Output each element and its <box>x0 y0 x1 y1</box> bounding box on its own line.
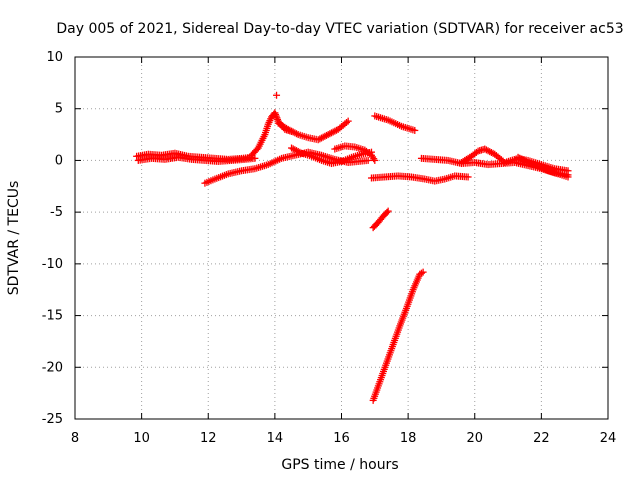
x-tick-label: 16 <box>333 431 350 446</box>
plot-frame <box>74 56 609 420</box>
y-tick-label: -15 <box>42 309 63 324</box>
y-tick-labels: 10 5 0 -5 -10 -15 -20 -25 <box>42 50 63 427</box>
y-tick-label: 10 <box>46 50 63 65</box>
data-point <box>271 109 279 117</box>
data-points <box>133 91 572 404</box>
y-tick-label: -10 <box>42 257 63 272</box>
data-point <box>384 207 392 215</box>
data-point <box>564 167 572 175</box>
x-tick-label: 24 <box>600 431 617 446</box>
data-point <box>364 156 372 164</box>
data-point <box>344 117 352 125</box>
y-tick-label: 0 <box>55 153 63 168</box>
y-tick-label: -25 <box>42 412 63 427</box>
data-point <box>342 119 350 127</box>
axis-ticks <box>74 56 609 420</box>
chart-title: Day 005 of 2021, Sidereal Day-to-day VTE… <box>56 21 623 37</box>
data-point <box>411 126 419 134</box>
data-point <box>296 148 304 156</box>
x-tick-label: 22 <box>533 431 550 446</box>
data-point <box>273 114 281 122</box>
data-point <box>564 173 572 181</box>
y-tick-label: 5 <box>55 102 63 117</box>
gridlines <box>75 57 608 419</box>
x-tick-label: 8 <box>71 431 79 446</box>
data-point <box>272 111 280 119</box>
data-point <box>464 173 472 181</box>
data-point <box>383 208 391 216</box>
x-tick-label: 14 <box>267 431 284 446</box>
x-axis-title: GPS time / hours <box>281 457 398 473</box>
data-point <box>293 130 301 138</box>
data-point <box>419 268 427 276</box>
x-tick-labels: 8 10 12 14 16 18 20 22 24 <box>71 431 616 446</box>
data-point <box>522 158 530 166</box>
x-tick-label: 18 <box>400 431 417 446</box>
y-axis-title: SDTVAR / TECUs <box>6 181 22 296</box>
data-point <box>272 112 280 120</box>
y-tick-label: -5 <box>50 205 63 220</box>
data-point <box>251 154 259 162</box>
data-point <box>273 91 281 99</box>
x-tick-label: 12 <box>200 431 217 446</box>
data-point <box>417 269 425 277</box>
data-point <box>371 156 379 164</box>
y-tick-label: -20 <box>42 360 63 375</box>
x-tick-label: 10 <box>133 431 150 446</box>
x-tick-label: 20 <box>466 431 483 446</box>
